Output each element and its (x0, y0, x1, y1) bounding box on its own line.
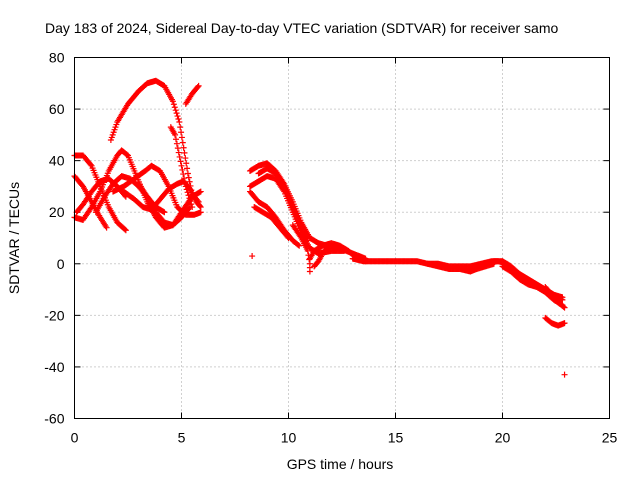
data-point (561, 320, 568, 327)
data-point (174, 113, 181, 120)
data-point (122, 193, 129, 200)
data-point (103, 224, 110, 231)
data-point (561, 304, 568, 311)
data-point (185, 192, 192, 199)
data-point (323, 246, 330, 253)
series-arc22 (465, 258, 566, 301)
data-point (178, 162, 185, 169)
series-arc24 (542, 314, 568, 329)
y-tick-label: -20 (44, 307, 64, 323)
y-tick-label: 40 (49, 153, 65, 169)
data-point (179, 139, 186, 146)
chart-title: Day 183 of 2024, Sidereal Day-to-day VTE… (45, 20, 558, 36)
series-arc10 (73, 175, 129, 216)
plot-frame (74, 57, 610, 419)
series-arc16 (255, 165, 311, 244)
data-point (122, 227, 129, 234)
data-point (194, 83, 201, 90)
y-tick-label: 20 (49, 204, 65, 220)
data-point (175, 149, 182, 156)
x-tick-label: 10 (281, 430, 297, 446)
data-point (176, 153, 183, 160)
x-tick-label: 20 (495, 430, 511, 446)
data-point (178, 129, 185, 136)
data-point (197, 204, 204, 211)
data-point (197, 188, 204, 195)
data-point (183, 160, 190, 167)
x-axis-label: GPS time / hours (287, 456, 394, 472)
data-point (195, 82, 202, 89)
data-point (559, 294, 566, 301)
x-tick-label: 15 (388, 430, 404, 446)
data-point (181, 149, 188, 156)
y-axis-label: SDTVAR / TECUs (6, 182, 22, 294)
series-arc19 (311, 245, 331, 270)
data-point (170, 101, 177, 108)
data-point (187, 204, 194, 211)
data-point (561, 371, 568, 378)
y-tick-label: 0 (57, 256, 65, 272)
y-tick-label: -60 (44, 411, 64, 427)
data-point (306, 268, 313, 275)
series-arc25 (542, 283, 568, 311)
data-point (304, 237, 311, 244)
series-arc15 (251, 204, 292, 241)
data-point (177, 158, 184, 165)
y-tick-label: 80 (49, 50, 65, 66)
tick-labels: 0 5 10 15 20 25 -60 -40 -20 0 20 40 60 80 (44, 50, 617, 446)
data-point (285, 235, 292, 241)
data-point (180, 171, 187, 178)
y-tick-label: 60 (49, 101, 65, 117)
data-point (196, 203, 203, 210)
data-point (296, 242, 303, 249)
data-point (121, 226, 128, 233)
x-tick-label: 25 (602, 430, 618, 446)
data-point (249, 253, 256, 260)
data-point (172, 107, 179, 114)
data-point (324, 245, 331, 252)
data-point (173, 140, 180, 147)
data-point (177, 124, 184, 131)
data-point (87, 161, 94, 168)
data-point (197, 209, 204, 216)
y-tick-label: -40 (44, 359, 64, 375)
series-arc17 (289, 222, 313, 275)
data-point (180, 144, 187, 151)
x-tick-label: 5 (178, 430, 186, 446)
data-point (186, 205, 193, 212)
data-point (178, 134, 185, 141)
data-point (175, 116, 182, 123)
data-point (176, 118, 183, 125)
data-point (169, 98, 176, 105)
grid (74, 57, 610, 419)
data-point (173, 110, 180, 117)
data-point (182, 155, 189, 162)
series-arc11 (135, 180, 194, 229)
data-point (304, 247, 311, 254)
series-arc9 (120, 178, 204, 213)
data-points (71, 77, 568, 378)
axis-ticks (74, 57, 610, 419)
data-point (172, 136, 179, 143)
data-point (171, 104, 178, 111)
data-point (179, 166, 186, 173)
data-point (172, 131, 179, 138)
data-point (560, 303, 567, 310)
x-tick-label: 0 (71, 430, 79, 446)
data-point (161, 209, 168, 216)
data-point (284, 233, 291, 240)
data-point (184, 165, 191, 172)
series-isolated (249, 253, 568, 378)
data-point (121, 192, 128, 199)
series-arc3 (182, 82, 202, 107)
data-point (174, 145, 181, 152)
data-point (295, 241, 302, 248)
